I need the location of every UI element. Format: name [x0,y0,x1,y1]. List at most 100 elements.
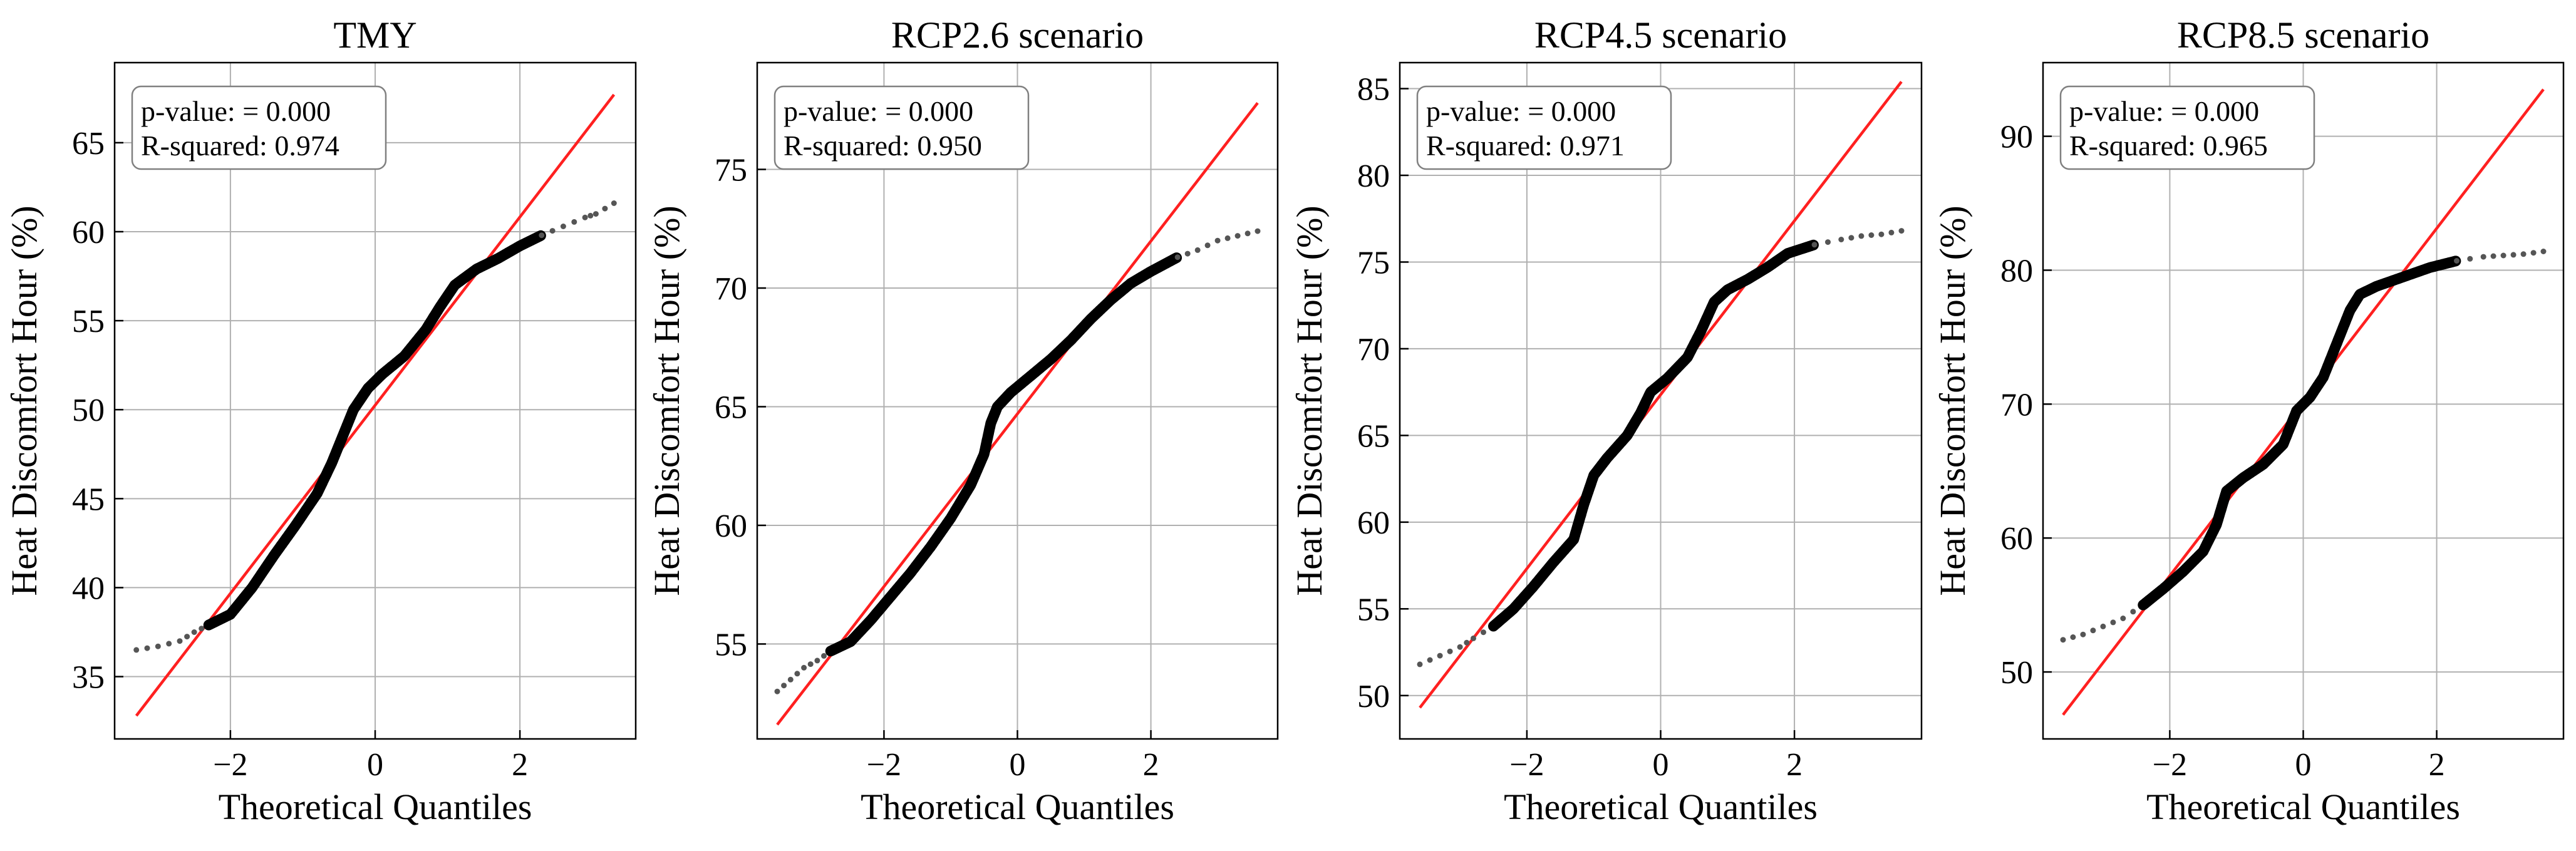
panel-title: RCP8.5 scenario [2177,14,2429,56]
quantile-point [2100,623,2106,629]
quantile-point [807,661,814,668]
reference-line [776,102,1259,726]
quantile-point [184,634,190,640]
x-tick-label: 0 [2295,747,2312,783]
quantile-point [2540,249,2547,254]
y-tick-label: 50 [72,393,105,428]
y-axis-label: Heat Discomfort Hour (%) [4,205,44,596]
quantile-point [602,205,608,212]
quantile-point [155,643,161,649]
quantile-point [787,676,794,683]
y-tick-label: 70 [2000,387,2033,423]
quantile-point [1174,254,1181,260]
r-squared-text: R-squared: 0.971 [1426,130,1625,162]
quantile-point [1868,232,1875,238]
y-axis-label: Heat Discomfort Hour (%) [646,205,687,596]
quantile-point [1825,239,1831,245]
quantile-point [592,211,599,217]
x-tick-label: −2 [1509,747,1544,783]
quantile-point [801,664,807,671]
y-tick-label: 65 [715,389,747,425]
quantile-point [571,219,577,225]
p-value-text: p-value: = 0.000 [2069,95,2259,127]
y-tick-label: 90 [2000,120,2033,155]
y-tick-label: 60 [2000,521,2033,557]
quantile-point [781,683,787,689]
y-tick-label: 40 [72,570,105,606]
x-tick-label: 0 [1653,747,1669,783]
quantile-point [133,647,140,653]
y-tick-label: 55 [72,304,105,339]
annotation-box [1416,85,1672,170]
y-tick-label: 60 [1357,505,1390,541]
reference-line [1419,81,1903,709]
x-axis-label: Theoretical Quantiles [1504,787,1818,827]
quantile-point [199,626,205,632]
y-tick-label: 60 [72,215,105,250]
quantile-point [1888,229,1895,235]
y-tick-label: 50 [1357,679,1390,714]
x-axis-label: Theoretical Quantiles [2146,787,2460,827]
quantile-point [1427,657,1433,663]
quantile-point [2060,637,2066,643]
quantile-point [2454,258,2460,264]
quantile-point [1838,237,1844,242]
x-tick-label: −2 [213,747,247,783]
quantile-point [1234,233,1241,239]
y-tick-label: 80 [1357,158,1390,194]
quantile-point [1224,235,1231,241]
quantile-point [144,645,150,651]
p-value-text: p-value: = 0.000 [784,95,973,127]
qq-panel-2: −2 0 2 55 60 65 70 75 RCP2.6 scenario Theoretical… [646,14,1279,827]
x-axis-label: Theoretical Quantiles [219,787,532,827]
y-tick-label: 65 [72,126,105,162]
r-squared-text: R-squared: 0.974 [141,130,339,162]
sample-quantiles [1417,228,1905,668]
quantile-point [1184,250,1191,257]
quantile-point [814,658,820,664]
panel-title: RCP2.6 scenario [891,14,1144,56]
y-axis-label: Heat Discomfort Hour (%) [1932,205,1973,596]
quantile-point [774,688,780,694]
qq-panel-3: −2 0 2 50 55 60 65 70 75 80 85 RCP4.5 scenario Theor… [1289,14,1923,827]
quantile-point [2530,250,2537,256]
p-value-text: p-value: = 0.000 [1426,95,1616,127]
reference-line [135,93,616,717]
y-tick-label: 80 [2000,253,2033,289]
quantile-point [177,638,183,644]
quantile-point [611,200,617,206]
quantile-point [1848,235,1854,241]
quantile-point [1437,652,1443,659]
quantile-point [191,629,197,635]
quantile-point [2480,254,2486,260]
quantile-point [2510,252,2517,258]
qq-panel-4: −2 0 2 50 60 70 80 90 RCP8.5 scenario Theoretical… [1932,14,2565,827]
quantile-point [2130,609,2136,615]
quantile-point [2500,252,2506,259]
panel-title: TMY [333,14,416,56]
r-squared-text: R-squared: 0.965 [2069,130,2268,162]
panel-title: RCP4.5 scenario [1534,14,1787,56]
quantile-point [821,652,827,659]
quantile-point [1204,242,1211,249]
x-tick-label: 0 [367,747,383,783]
x-tick-label: 2 [2429,747,2445,783]
y-tick-label: 70 [715,271,747,307]
annotation-box [773,85,1030,170]
x-tick-label: 0 [1010,747,1026,783]
quantile-point [1457,644,1463,650]
quantile-point [1898,228,1905,234]
quantile-point [1254,228,1261,234]
sample-quantiles [774,228,1261,694]
x-axis-label: Theoretical Quantiles [861,787,1174,827]
quantile-point [560,224,566,229]
x-tick-label: 2 [1143,747,1159,783]
quantile-point [1878,231,1885,237]
quantile-point [1447,648,1453,654]
x-tick-label: −2 [867,747,901,783]
annotation-box [2059,85,2315,170]
y-tick-label: 75 [1357,245,1390,281]
